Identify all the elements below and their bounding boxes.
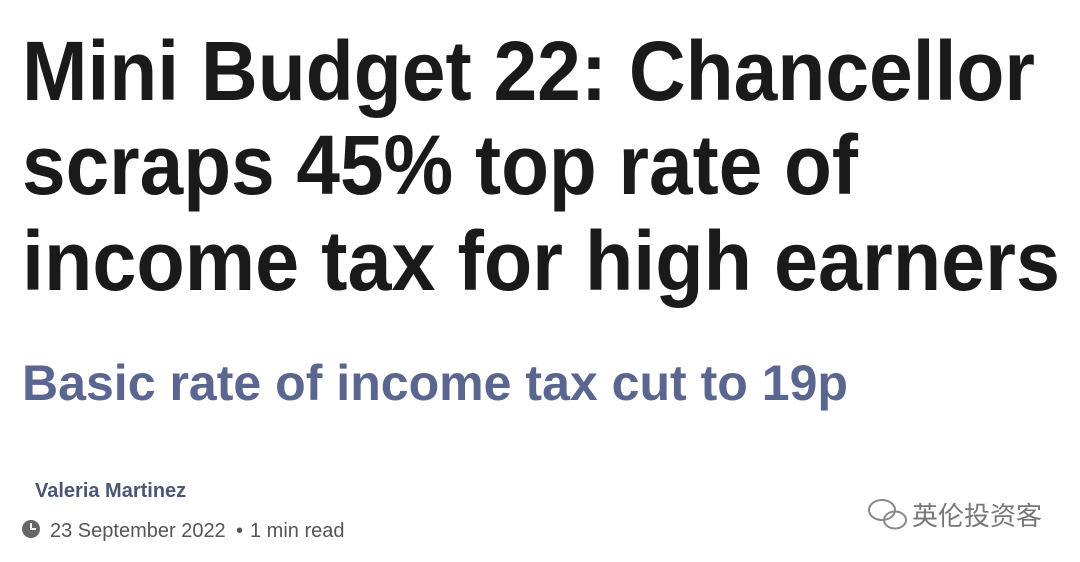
watermark: 英伦投资客 [912, 502, 1042, 532]
read-time: 1 min read [250, 520, 345, 542]
headline-line: Mini Budget 22: Chancellor [22, 24, 1035, 118]
subheadline: Basic rate of income tax cut to 19p [22, 355, 848, 411]
headline-line: scraps 45% top rate of [22, 118, 859, 212]
clock-icon [22, 520, 40, 538]
date: 23 September 2022 [50, 520, 226, 542]
separator: • [236, 520, 243, 542]
headline-line: income tax for high earners [22, 214, 1060, 308]
wechat-icon [868, 499, 907, 530]
author[interactable]: Valeria Martinez [35, 480, 186, 502]
